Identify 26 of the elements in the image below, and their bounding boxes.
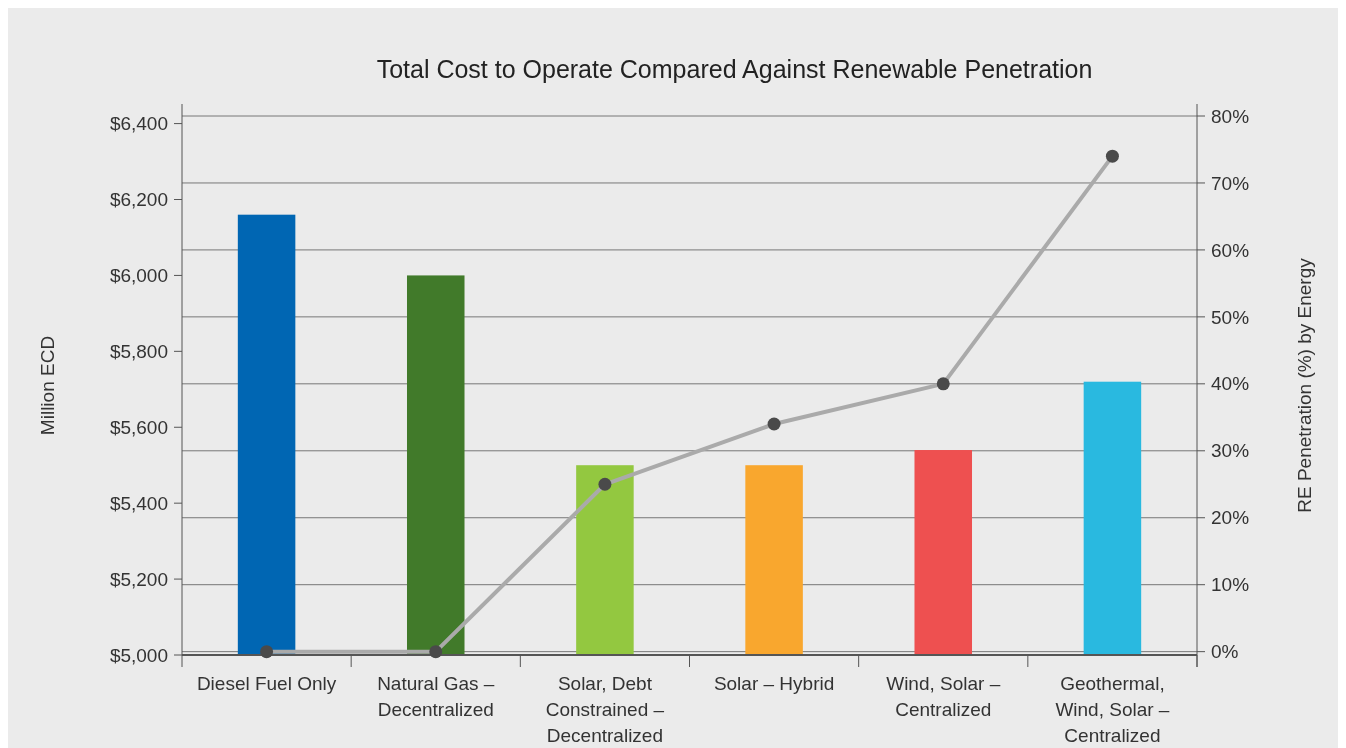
y2-tick-label: 0%	[1211, 641, 1239, 663]
y-tick-label: $6,200	[109, 189, 168, 211]
y-tick-label: $6,000	[109, 265, 168, 287]
y2-tick-label: 30%	[1211, 440, 1250, 462]
y2-tick-label: 10%	[1211, 574, 1250, 596]
y-axis-title: Million ECD	[37, 335, 58, 436]
y-tick-label: $5,000	[109, 644, 168, 666]
y-tick-label: $5,800	[109, 340, 168, 362]
x-tick-label: Geothermal, Wind, Solar – Centralized	[1055, 673, 1170, 746]
y2-tick-label: 50%	[1211, 306, 1250, 328]
chart-title: Total Cost to Operate Compared Against Renewable Penetration	[376, 55, 1093, 83]
y-tick-label: $5,200	[109, 568, 168, 590]
x-tick-label: Solar – Hybrid	[713, 673, 835, 694]
x-tick-label: Diesel Fuel Only	[196, 673, 337, 694]
y2-tick-label: 70%	[1211, 172, 1250, 194]
y-tick-label: $6,400	[109, 113, 168, 135]
x-tick-label: Natural Gas – Decentralized	[377, 673, 495, 720]
x-tick-label: Wind, Solar – Centralized	[886, 673, 1001, 720]
y2-tick-label: 20%	[1211, 507, 1250, 529]
y2-tick-label: 40%	[1211, 373, 1250, 395]
y2-tick-label: 60%	[1211, 239, 1250, 261]
y-tick-label: $5,600	[109, 416, 168, 438]
y2-tick-label: 80%	[1211, 105, 1250, 127]
y-tick-label: $5,400	[109, 492, 168, 514]
y2-axis-title: RE Penetration (%) by Energy	[1294, 257, 1315, 513]
x-tick-label: Solar, Debt Constrained – Decentralized	[545, 673, 665, 746]
